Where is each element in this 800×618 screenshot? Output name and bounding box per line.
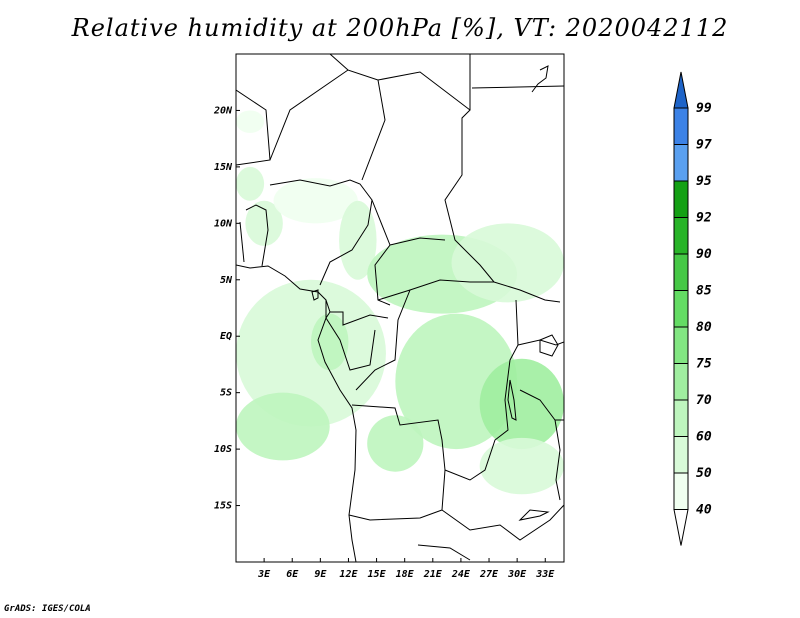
border-line (377, 71, 495, 283)
lake (507, 379, 517, 421)
humidity-region (273, 178, 358, 224)
latitude-labels: 20N 15N 10N 5N EQ 5S 10S 15S (213, 105, 240, 512)
humidity-region (451, 223, 564, 303)
colorbar-label: 70 (696, 393, 712, 408)
lat-tick-label: EQ (220, 331, 232, 342)
border-line (441, 504, 564, 541)
border-line (245, 204, 269, 267)
longitude-labels: 3E 6E 9E 12E 15E 18E 21E 24E 27E 30E 33E (257, 558, 555, 580)
border-line (348, 404, 446, 521)
lake (518, 509, 550, 521)
lon-tick-label: 33E (535, 569, 555, 580)
map-frame (235, 53, 565, 563)
border-line (377, 279, 561, 303)
lat-tick-label: 5N (220, 275, 233, 286)
colorbar-segment (673, 436, 689, 474)
humidity-field (236, 110, 564, 495)
colorbar-label: 40 (696, 503, 712, 518)
lat-tick-label: 15N (214, 162, 233, 173)
border-line (355, 289, 411, 391)
lon-tick-label: 18E (396, 569, 415, 580)
colorbar-label: 95 (696, 174, 712, 189)
border-line (236, 89, 271, 166)
lake (539, 334, 559, 357)
colorbar-segment (673, 399, 689, 437)
colorbar-segment (673, 253, 689, 291)
lake (311, 289, 319, 301)
lat-tick-label: 20N (213, 105, 233, 116)
humidity-region (245, 200, 283, 246)
humidity-region (479, 358, 564, 450)
border-line (471, 85, 564, 89)
humidity-region (236, 392, 330, 461)
coastline (236, 264, 357, 562)
colorbar-segment (673, 180, 689, 218)
humidity-region (310, 313, 349, 371)
border-line (269, 69, 386, 181)
lat-tick-label: 10S (214, 444, 232, 455)
colorbar-segment (673, 363, 689, 401)
colorbar-label: 75 (696, 357, 712, 372)
lon-tick-label: 21E (423, 569, 443, 580)
lon-tick-label: 12E (339, 569, 358, 580)
border-line (325, 311, 376, 371)
map-title: Relative humidity at 200hPa [%], VT: 202… (71, 14, 729, 42)
colorbar-bottom-arrow (673, 509, 689, 546)
colorbar-label: 50 (696, 466, 712, 481)
border-line (329, 54, 349, 71)
lon-tick-label: 30E (507, 569, 527, 580)
humidity-region (367, 415, 424, 472)
lon-tick-label: 9E (314, 569, 327, 580)
credit-label: GrADS: IGES/COLA (4, 604, 91, 614)
colorbar-label: 85 (696, 284, 712, 299)
border-line (517, 339, 564, 346)
colorbar: 40 50 60 70 75 80 85 90 92 95 97 99 (673, 71, 712, 546)
border-line (519, 389, 564, 421)
colorbar-top-arrow (673, 71, 689, 109)
border-line (371, 199, 391, 306)
border-line (239, 221, 245, 263)
lon-tick-label: 3E (257, 569, 271, 580)
lon-tick-label: 6E (286, 569, 299, 580)
lon-tick-label: 27E (479, 569, 499, 580)
border-line (325, 299, 389, 326)
border-line (417, 544, 471, 561)
lake (531, 65, 549, 93)
lat-tick-label: 10N (214, 218, 233, 229)
humidity-region (236, 279, 386, 427)
border-line (269, 179, 373, 286)
lon-tick-label: 15E (368, 569, 387, 580)
colorbar-label: 97 (696, 138, 712, 153)
colorbar-label: 92 (696, 211, 712, 226)
colorbar-segment (673, 217, 689, 255)
colorbar-label: 60 (696, 430, 712, 445)
humidity-region (236, 110, 265, 134)
lat-tick-label: 5S (220, 388, 232, 399)
border-line (444, 299, 519, 481)
humidity-region (479, 437, 564, 495)
colorbar-segment (673, 472, 689, 510)
colorbar-segment (673, 144, 689, 182)
colorbar-label: 99 (696, 101, 712, 116)
border-line (554, 419, 561, 501)
border-line (389, 237, 446, 246)
humidity-region (236, 166, 265, 201)
lon-tick-label: 24E (451, 569, 471, 580)
colorbar-segment (673, 107, 689, 145)
colorbar-label: 90 (696, 247, 712, 262)
humidity-map: 20N 15N 10N 5N EQ 5S 10S 15S 3E 6E 9E 12E 15E 18E 21E… (213, 53, 712, 580)
colorbar-segment (673, 290, 689, 328)
country-borders (236, 54, 564, 562)
lat-tick-label: 15S (214, 501, 232, 512)
colorbar-label: 80 (696, 320, 712, 335)
colorbar-segment (673, 326, 689, 364)
